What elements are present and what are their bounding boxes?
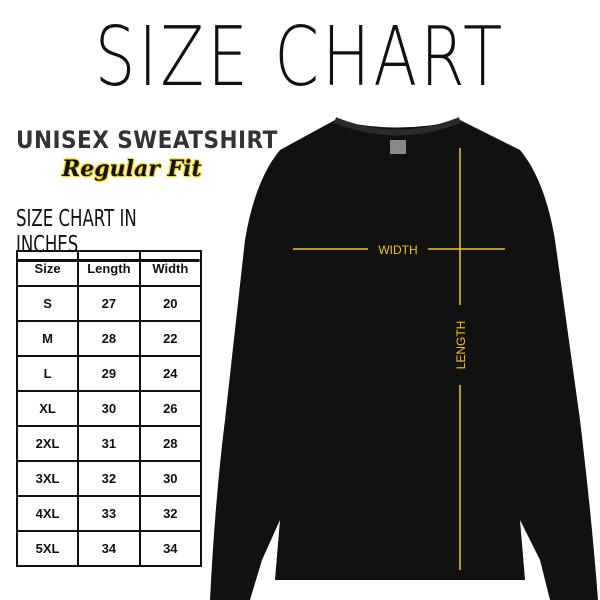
table-cell: L xyxy=(15,355,80,392)
table-cell: 2XL xyxy=(15,425,80,462)
table-cell: 29 xyxy=(77,355,141,392)
product-name: UNISEX SWEATSHIRT xyxy=(16,126,278,154)
sweatshirt-shape xyxy=(210,120,598,600)
table-cell: 32 xyxy=(77,460,141,497)
table-cell: Width xyxy=(138,250,203,287)
table-cell: 26 xyxy=(138,390,203,427)
size-table: Size Length Width S 27 20 M 28 22 L 29 24 XL 30 26 2XL 3… xyxy=(15,250,203,567)
table-cell: 30 xyxy=(77,390,141,427)
table-cell: 27 xyxy=(77,285,141,322)
width-label: WIDTH xyxy=(378,243,417,257)
table-cell: 34 xyxy=(138,530,203,567)
table-row: XL 30 26 xyxy=(15,390,203,427)
table-row: 2XL 31 28 xyxy=(15,425,203,462)
length-label: LENGTH xyxy=(454,321,468,370)
table-row: 5XL 34 34 xyxy=(15,530,203,567)
table-cell: M xyxy=(15,320,80,357)
page-title: SIZE CHART xyxy=(94,10,506,105)
table-cell: 28 xyxy=(138,425,203,462)
table-cell: Size xyxy=(15,250,80,287)
table-cell: 4XL xyxy=(15,495,80,532)
table-cell: S xyxy=(15,285,80,322)
table-cell: XL xyxy=(15,390,80,427)
fit-label: Regular Fit xyxy=(62,156,202,182)
table-row: 4XL 33 32 xyxy=(15,495,203,532)
table-cell: 28 xyxy=(77,320,141,357)
table-row: 3XL 32 30 xyxy=(15,460,203,497)
table-cell: 20 xyxy=(138,285,203,322)
table-cell: Length xyxy=(77,250,141,287)
table-cell: 31 xyxy=(77,425,141,462)
table-row: M 28 22 xyxy=(15,320,203,357)
table-cell: 30 xyxy=(138,460,203,497)
table-cell: 34 xyxy=(77,530,141,567)
table-row: S 27 20 xyxy=(15,285,203,322)
table-cell: 3XL xyxy=(15,460,80,497)
table-cell: 5XL xyxy=(15,530,80,567)
table-cell: 32 xyxy=(138,495,203,532)
table-header-row: Size Length Width xyxy=(15,250,203,287)
table-cell: 24 xyxy=(138,355,203,392)
table-row: L 29 24 xyxy=(15,355,203,392)
table-cell: 33 xyxy=(77,495,141,532)
table-cell: 22 xyxy=(138,320,203,357)
